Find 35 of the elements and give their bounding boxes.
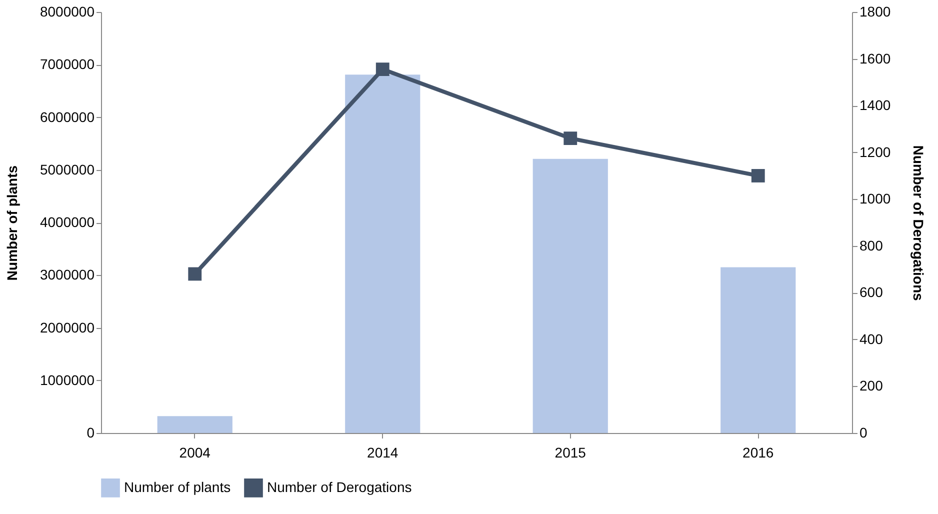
legend-label: Number of Derogations — [267, 478, 412, 495]
y2-tick-label: 1600 — [860, 50, 891, 66]
y-tick-label: 5000000 — [40, 161, 95, 178]
x-tick-label: 2004 — [179, 444, 211, 460]
legend-label: Number of plants — [124, 478, 231, 495]
y2-tick-label: 1000 — [860, 190, 891, 207]
y2-tick-label: 1200 — [860, 144, 891, 160]
y-tick-label: 6000000 — [40, 108, 95, 125]
x-tick-label: 2014 — [367, 444, 398, 460]
y2-tick-label: 1400 — [860, 97, 891, 114]
y2-tick-label: 400 — [860, 330, 884, 347]
y-tick-label: 4000000 — [40, 214, 95, 230]
point — [564, 132, 578, 146]
y2-tick-label: 0 — [860, 424, 868, 440]
y-tick-label: 2000000 — [40, 319, 95, 336]
bar — [532, 158, 608, 433]
y-axis-title: Number of plants — [4, 165, 20, 281]
y-tick-label: 3000000 — [40, 266, 95, 283]
y2-tick-label: 200 — [860, 378, 884, 394]
bar — [157, 416, 232, 433]
bar — [345, 74, 420, 433]
x-tick-label: 2016 — [742, 444, 774, 460]
x-tick-label: 2015 — [554, 444, 586, 460]
y2-axis-title: Number of Derogations — [910, 145, 927, 301]
bar — [720, 267, 796, 433]
y-tick-label: 1000000 — [40, 372, 95, 388]
y2-tick-label: 1800 — [860, 4, 891, 20]
point — [376, 62, 390, 76]
point — [751, 169, 765, 182]
y2-tick-label: 600 — [860, 284, 884, 300]
y-tick-label: 8000000 — [40, 4, 95, 20]
point — [188, 267, 202, 281]
y-tick-label: 7000000 — [40, 56, 95, 72]
y2-tick-label: 800 — [860, 237, 884, 254]
y-tick-label: 0 — [86, 424, 95, 440]
